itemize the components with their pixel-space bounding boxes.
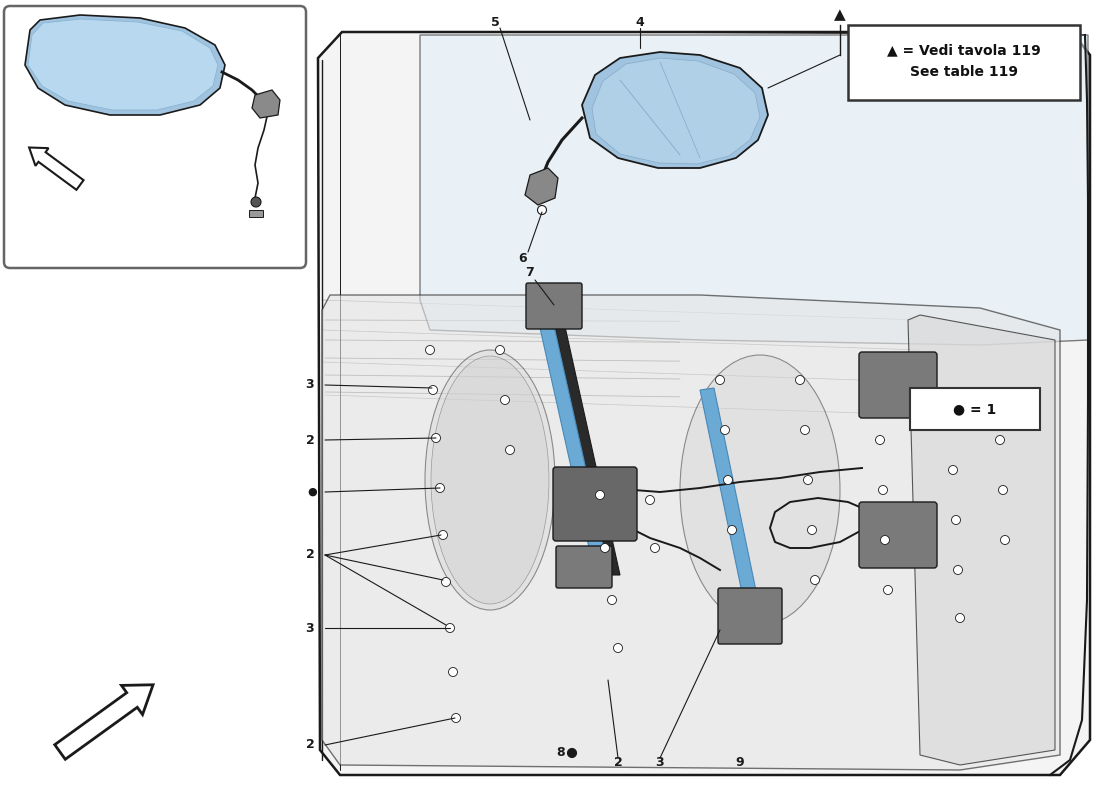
FancyBboxPatch shape xyxy=(848,25,1080,100)
Text: 2: 2 xyxy=(306,549,315,562)
Text: 2: 2 xyxy=(614,755,623,769)
Text: 7: 7 xyxy=(526,266,535,279)
Polygon shape xyxy=(420,35,1088,345)
Polygon shape xyxy=(582,52,768,168)
Circle shape xyxy=(436,483,444,493)
Circle shape xyxy=(876,435,884,445)
Circle shape xyxy=(601,543,609,553)
Circle shape xyxy=(879,486,888,494)
Circle shape xyxy=(946,415,955,425)
Polygon shape xyxy=(525,168,558,205)
Polygon shape xyxy=(908,315,1055,765)
Polygon shape xyxy=(252,90,280,118)
Circle shape xyxy=(715,375,725,385)
Circle shape xyxy=(727,526,737,534)
Circle shape xyxy=(449,667,458,677)
FancyBboxPatch shape xyxy=(910,388,1040,430)
Ellipse shape xyxy=(431,356,549,604)
Circle shape xyxy=(568,749,576,758)
Circle shape xyxy=(996,435,1004,445)
Text: 2: 2 xyxy=(306,434,315,446)
Circle shape xyxy=(811,575,819,585)
Text: a passion: a passion xyxy=(338,418,623,542)
FancyArrow shape xyxy=(29,147,84,190)
Circle shape xyxy=(429,386,438,394)
Text: ▲ = Vedi tavola 119: ▲ = Vedi tavola 119 xyxy=(887,43,1041,57)
Text: ▲: ▲ xyxy=(834,7,846,22)
Text: 2: 2 xyxy=(306,738,315,751)
Circle shape xyxy=(538,206,547,214)
Polygon shape xyxy=(536,308,608,570)
Polygon shape xyxy=(322,295,1060,770)
Circle shape xyxy=(495,346,505,354)
FancyBboxPatch shape xyxy=(556,546,612,588)
Circle shape xyxy=(650,543,660,553)
Circle shape xyxy=(506,446,515,454)
Circle shape xyxy=(426,346,434,354)
Text: 8: 8 xyxy=(557,746,565,759)
Text: 3: 3 xyxy=(306,622,315,634)
Circle shape xyxy=(441,578,451,586)
FancyBboxPatch shape xyxy=(526,283,582,329)
Text: 4: 4 xyxy=(636,15,645,29)
FancyBboxPatch shape xyxy=(718,588,782,644)
Polygon shape xyxy=(25,15,226,115)
Circle shape xyxy=(720,426,729,434)
Polygon shape xyxy=(592,58,760,164)
Text: 3: 3 xyxy=(656,755,664,769)
FancyBboxPatch shape xyxy=(4,6,306,268)
Circle shape xyxy=(451,714,461,722)
Text: 6: 6 xyxy=(519,251,527,265)
Circle shape xyxy=(500,395,509,405)
Text: europar: europar xyxy=(327,224,833,456)
Text: ●: ● xyxy=(307,487,317,497)
Circle shape xyxy=(807,526,816,534)
Text: 4: 4 xyxy=(294,133,301,143)
Text: See table 119: See table 119 xyxy=(910,65,1018,79)
Circle shape xyxy=(251,197,261,207)
Text: 9: 9 xyxy=(736,755,745,769)
Circle shape xyxy=(952,515,960,525)
Circle shape xyxy=(1001,535,1010,545)
Circle shape xyxy=(948,466,957,474)
Bar xyxy=(249,210,263,217)
Circle shape xyxy=(431,434,440,442)
Polygon shape xyxy=(318,32,1090,775)
Circle shape xyxy=(614,643,623,653)
Circle shape xyxy=(803,475,813,485)
Circle shape xyxy=(956,614,965,622)
Circle shape xyxy=(880,535,890,545)
Polygon shape xyxy=(548,295,620,575)
Polygon shape xyxy=(700,388,760,612)
Circle shape xyxy=(801,426,810,434)
Text: ● = 1: ● = 1 xyxy=(954,402,997,416)
Text: 3: 3 xyxy=(306,378,315,391)
Text: 5: 5 xyxy=(491,15,499,29)
FancyArrow shape xyxy=(55,685,153,759)
FancyBboxPatch shape xyxy=(859,502,937,568)
FancyBboxPatch shape xyxy=(859,352,937,418)
Circle shape xyxy=(999,486,1008,494)
Ellipse shape xyxy=(680,355,840,625)
Circle shape xyxy=(954,566,962,574)
Circle shape xyxy=(595,490,605,499)
Text: 11: 11 xyxy=(294,183,308,193)
Circle shape xyxy=(724,475,733,485)
Circle shape xyxy=(795,375,804,385)
Text: 10: 10 xyxy=(294,113,308,123)
Text: since 1985: since 1985 xyxy=(484,504,756,616)
Circle shape xyxy=(883,586,892,594)
Circle shape xyxy=(607,595,616,605)
Circle shape xyxy=(446,623,454,633)
Polygon shape xyxy=(28,19,218,110)
FancyBboxPatch shape xyxy=(553,467,637,541)
Circle shape xyxy=(439,530,448,539)
Circle shape xyxy=(646,495,654,505)
Ellipse shape xyxy=(425,350,556,610)
